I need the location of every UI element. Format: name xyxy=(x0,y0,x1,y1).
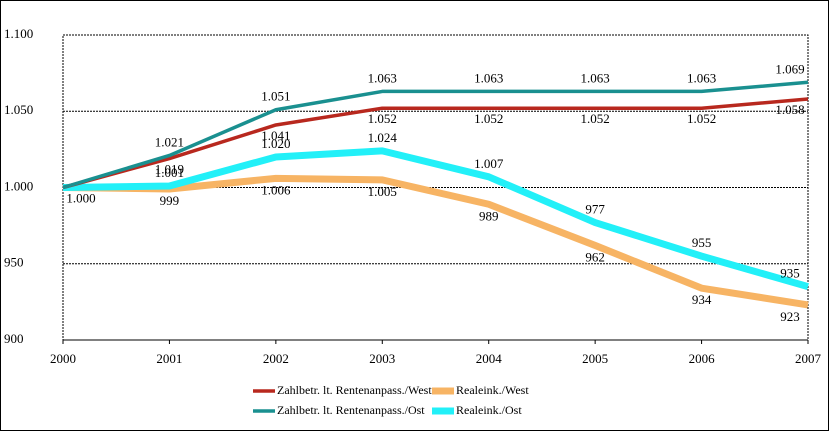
data-label: 1.005 xyxy=(368,184,397,199)
series-line xyxy=(62,97,809,190)
data-label: 999 xyxy=(160,193,180,208)
data-label: 1.041 xyxy=(261,128,290,143)
series-line xyxy=(62,80,809,190)
series-line xyxy=(62,147,809,290)
data-label: 935 xyxy=(780,266,800,281)
y-tick-label: 1.000 xyxy=(4,178,33,193)
data-label: 962 xyxy=(585,249,605,264)
data-label: 1.007 xyxy=(474,156,504,171)
data-label: 934 xyxy=(692,292,712,307)
y-tick-label: 950 xyxy=(4,255,24,270)
x-tick-label: 2002 xyxy=(263,351,289,366)
x-tick-label: 2005 xyxy=(582,351,608,366)
x-tick-label: 2001 xyxy=(156,351,182,366)
data-label: 1.052 xyxy=(368,111,397,126)
data-label: 955 xyxy=(692,235,712,250)
data-label: 1.051 xyxy=(261,89,290,104)
data-label: 923 xyxy=(780,309,800,324)
data-label: 1.058 xyxy=(775,102,804,117)
data-label: 1.020 xyxy=(261,136,290,151)
x-tick-label: 2007 xyxy=(795,351,822,366)
data-label: 1.001 xyxy=(155,165,184,180)
data-label: 1.063 xyxy=(687,70,716,85)
data-label: 1.052 xyxy=(687,111,716,126)
data-label: 1.000 xyxy=(66,190,95,205)
data-label: 977 xyxy=(585,202,605,217)
x-tick-label: 2004 xyxy=(476,351,503,366)
y-tick-label: 1.050 xyxy=(4,102,33,117)
data-label: 1.024 xyxy=(368,130,398,145)
y-tick-label: 900 xyxy=(4,331,24,346)
data-label: 1.052 xyxy=(581,111,610,126)
legend-label: Zahlbetr. lt. Rentenanpass./West xyxy=(277,383,432,397)
x-tick-label: 2003 xyxy=(369,351,395,366)
legend-label: Realeink./Ost xyxy=(456,403,522,417)
data-label: 1.006 xyxy=(261,182,291,197)
data-label: 1.021 xyxy=(155,134,184,149)
data-label: 1.063 xyxy=(474,70,503,85)
data-label: 1.069 xyxy=(775,61,804,76)
data-label: 1.063 xyxy=(581,70,610,85)
x-tick-label: 2006 xyxy=(689,351,716,366)
y-tick-label: 1.100 xyxy=(4,26,33,41)
data-label: 1.019 xyxy=(155,162,184,177)
series-line xyxy=(62,174,809,309)
legend-label: Zahlbetr. lt. Rentenanpass./Ost xyxy=(277,403,425,417)
x-tick-label: 2000 xyxy=(50,351,76,366)
legend-label: Realeink./West xyxy=(456,383,529,397)
data-label: 1.052 xyxy=(474,111,503,126)
data-label: 1.063 xyxy=(368,70,397,85)
data-label: 989 xyxy=(479,208,499,223)
